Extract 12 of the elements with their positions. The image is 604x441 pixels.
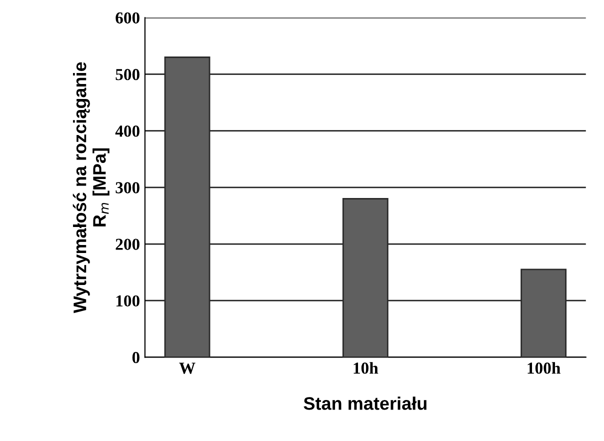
x-tick-label: 100h — [528, 362, 560, 374]
x-tick-label: W — [179, 362, 196, 374]
y-axis-title: Wytrzymałość na rozciąganie R$_{m}$ [MPa] — [72, 62, 110, 314]
x-tick-label: 10h — [354, 362, 378, 374]
y-tick-label: 400 — [115, 126, 140, 137]
y-tick-label: 500 — [116, 68, 140, 80]
y-tick-label: 300 — [116, 182, 140, 194]
y-tick-label: 200 — [116, 238, 140, 250]
y-tick-label: 0 — [132, 352, 140, 364]
y-tick-label: 100 — [116, 295, 140, 307]
y-tick-label: 600 — [116, 12, 140, 24]
x-axis-title: Stan materiału — [304, 396, 426, 410]
